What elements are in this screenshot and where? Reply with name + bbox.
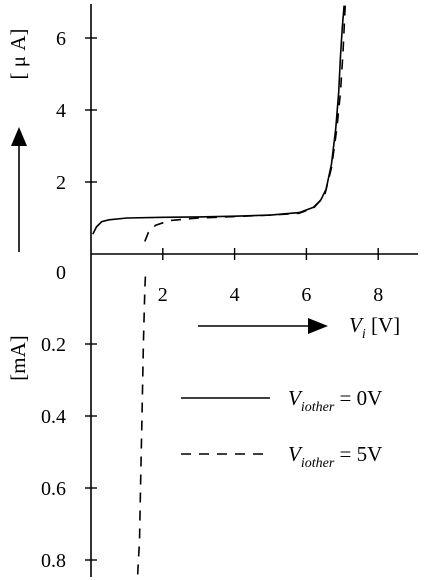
- y-top-tick-label: 6: [56, 28, 66, 50]
- x-axis-label: Vi [V]: [349, 313, 400, 342]
- x-direction-arrow: [198, 318, 328, 334]
- legend: Viother = 0V Viother = 5V: [181, 386, 382, 471]
- y-label-top: [ μ A]: [6, 29, 30, 80]
- series-2-dashed-line: [136, 271, 147, 575]
- axes: [90, 4, 418, 577]
- ticks: [85, 37, 379, 561]
- y-label-bottom: [mA]: [6, 335, 30, 381]
- x-tick-label: 8: [373, 284, 383, 306]
- legend-entry-0: Viother = 0V: [288, 386, 382, 415]
- y-top-tick-label: 4: [56, 100, 66, 122]
- series-1-dashed-line: [144, 5, 346, 242]
- tick-labels: 2 4 6 8 2 4 6 0 0.2 0.4 0.6 0.8: [41, 28, 383, 572]
- y-direction-arrow: [11, 127, 27, 252]
- series-group: [92, 5, 346, 575]
- y-bottom-tick-label: 0: [56, 262, 66, 284]
- x-tick-label: 6: [301, 284, 311, 306]
- y-bottom-tick-label: 0.2: [41, 334, 66, 356]
- x-tick-label: 4: [230, 284, 240, 306]
- y-bottom-tick-label: 0.4: [41, 406, 66, 428]
- series-0-solid-line: [92, 5, 345, 235]
- y-top-tick-label: 2: [56, 172, 66, 194]
- x-tick-label: 2: [158, 284, 168, 306]
- legend-entry-1: Viother = 5V: [288, 442, 382, 471]
- y-bottom-tick-label: 0.6: [41, 478, 66, 500]
- y-bottom-tick-label: 0.8: [41, 550, 66, 572]
